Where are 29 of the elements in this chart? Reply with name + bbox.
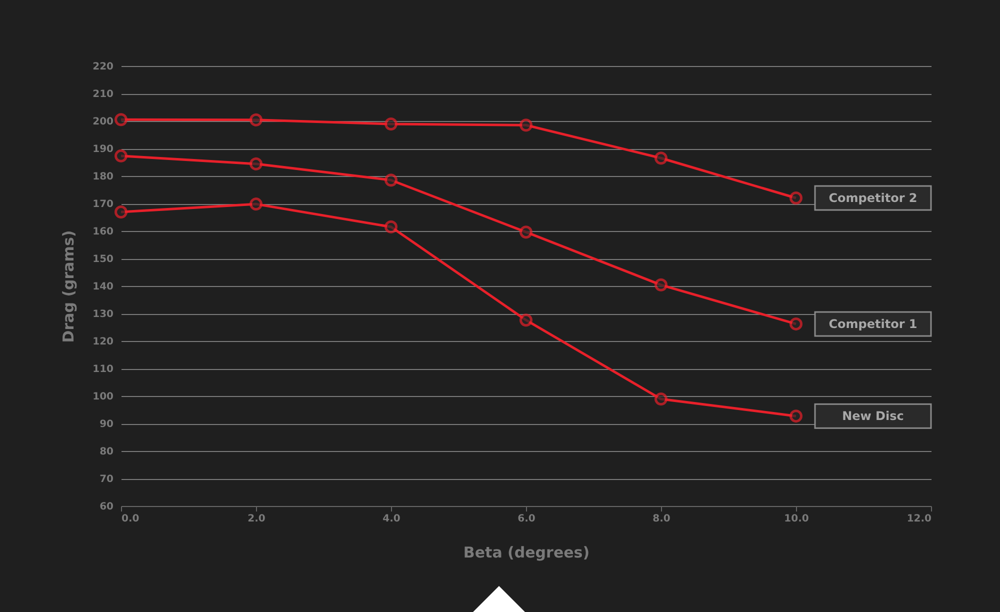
y-tick-label: 120	[92, 336, 114, 348]
y-tick-label: 200	[92, 116, 114, 128]
y-tick-label: 140	[92, 282, 114, 292]
text: New Disc	[842, 409, 904, 424]
y-tick-label: 180	[92, 172, 114, 182]
y-tick-label: 90	[100, 419, 114, 430]
y-tick-label: 130	[92, 309, 114, 320]
x-tick-label: 10.0	[784, 514, 809, 524]
x-tick-label: 8.0	[652, 514, 670, 524]
text: Competitor 1	[828, 316, 918, 331]
y-tick-label: 190	[92, 144, 114, 155]
y-tick-label: 100	[92, 392, 114, 402]
y-tick-label: 60	[100, 502, 114, 512]
x-tick-label: 2.0	[248, 514, 266, 524]
x-axis-title: Beta (degrees)	[463, 544, 590, 562]
y-tick-label: 150	[92, 254, 114, 265]
y-tick-label: 220	[92, 62, 114, 72]
y-tick-label: 80	[100, 446, 114, 458]
y-tick-label: 170	[92, 199, 114, 210]
x-tick-label: 4.0	[382, 514, 400, 524]
x-tick-label: 0.0	[122, 514, 140, 524]
y-axis-title: Drag (grams)	[60, 230, 78, 343]
x-tick-label: 12.0	[906, 514, 932, 524]
x-tick-label: 6.0	[518, 514, 536, 524]
y-tick-label: 210	[92, 89, 114, 100]
y-tick-label: 70	[100, 474, 114, 485]
text: Competitor 2	[828, 191, 918, 205]
y-tick-label: 110	[92, 364, 114, 375]
y-tick-label: 160	[92, 226, 114, 238]
